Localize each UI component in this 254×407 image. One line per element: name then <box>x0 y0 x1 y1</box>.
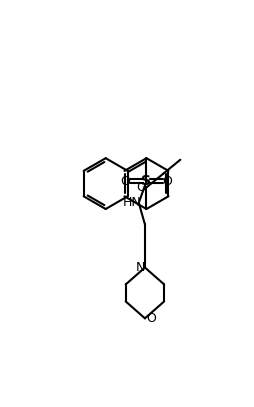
Text: O: O <box>146 312 155 325</box>
Text: N: N <box>135 261 145 274</box>
Text: O: O <box>120 175 130 188</box>
Text: HN: HN <box>123 196 141 209</box>
Text: O: O <box>136 181 146 194</box>
Text: O: O <box>162 175 171 188</box>
Text: S: S <box>141 174 151 188</box>
